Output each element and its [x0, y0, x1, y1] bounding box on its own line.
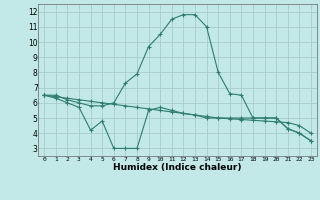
X-axis label: Humidex (Indice chaleur): Humidex (Indice chaleur): [113, 163, 242, 172]
